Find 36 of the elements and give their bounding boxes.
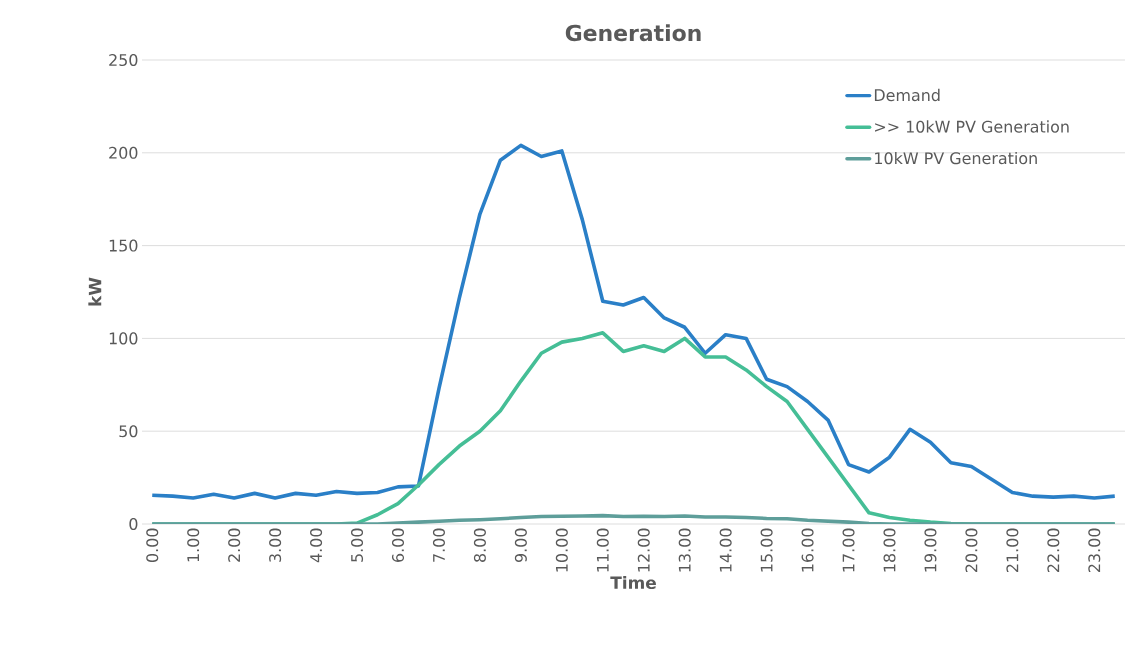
x-tick-label: 0.00 — [146, 528, 159, 562]
y-tick-label: 0 — [129, 517, 138, 531]
y-tick-label: 50 — [119, 425, 138, 438]
x-tick-label: 20.00 — [965, 528, 978, 572]
x-tick-label: 9.00 — [514, 528, 527, 563]
y-axis-title: kW — [88, 277, 102, 306]
y-tick-label: 100 — [109, 332, 138, 345]
x-tick-label: 6.00 — [391, 528, 405, 562]
x-tick-label: 3.00 — [269, 528, 282, 562]
x-tick-label: 16.00 — [801, 528, 814, 572]
x-tick-label: 8.00 — [473, 528, 486, 562]
x-tick-label: 11.00 — [596, 528, 609, 572]
legend-label: >> 10kW PV Generation — [875, 120, 1069, 133]
x-tick-label: 17.00 — [842, 528, 855, 572]
x-tick-label: 19.00 — [924, 528, 937, 572]
x-tick-label: 14.00 — [719, 528, 732, 572]
x-tick-label: 4.00 — [310, 528, 323, 563]
legend-label: Demand — [874, 88, 940, 102]
legend-label: 10kW PV Generation — [875, 151, 1037, 165]
y-tick-label: 150 — [109, 239, 138, 252]
x-axis-title: Time — [610, 575, 656, 590]
x-tick-label: 10.00 — [555, 528, 568, 572]
x-tick-label: 23.00 — [1088, 528, 1101, 572]
x-tick-label: 15.00 — [760, 528, 773, 572]
x-tick-label: 2.00 — [228, 528, 241, 562]
y-tick-label: 200 — [109, 146, 138, 159]
x-tick-label: 13.00 — [678, 528, 691, 572]
x-tick-label: 1.00 — [187, 528, 200, 562]
chart-title: Generation — [565, 24, 701, 42]
x-tick-label: 5.00 — [351, 528, 364, 562]
x-tick-label: 7.00 — [432, 528, 445, 562]
y-tick-label: 250 — [109, 53, 138, 67]
x-tick-label: 18.00 — [883, 528, 896, 572]
x-tick-label: 12.00 — [637, 528, 650, 572]
x-tick-label: 21.00 — [1006, 528, 1019, 572]
x-tick-label: 22.00 — [1047, 528, 1060, 572]
